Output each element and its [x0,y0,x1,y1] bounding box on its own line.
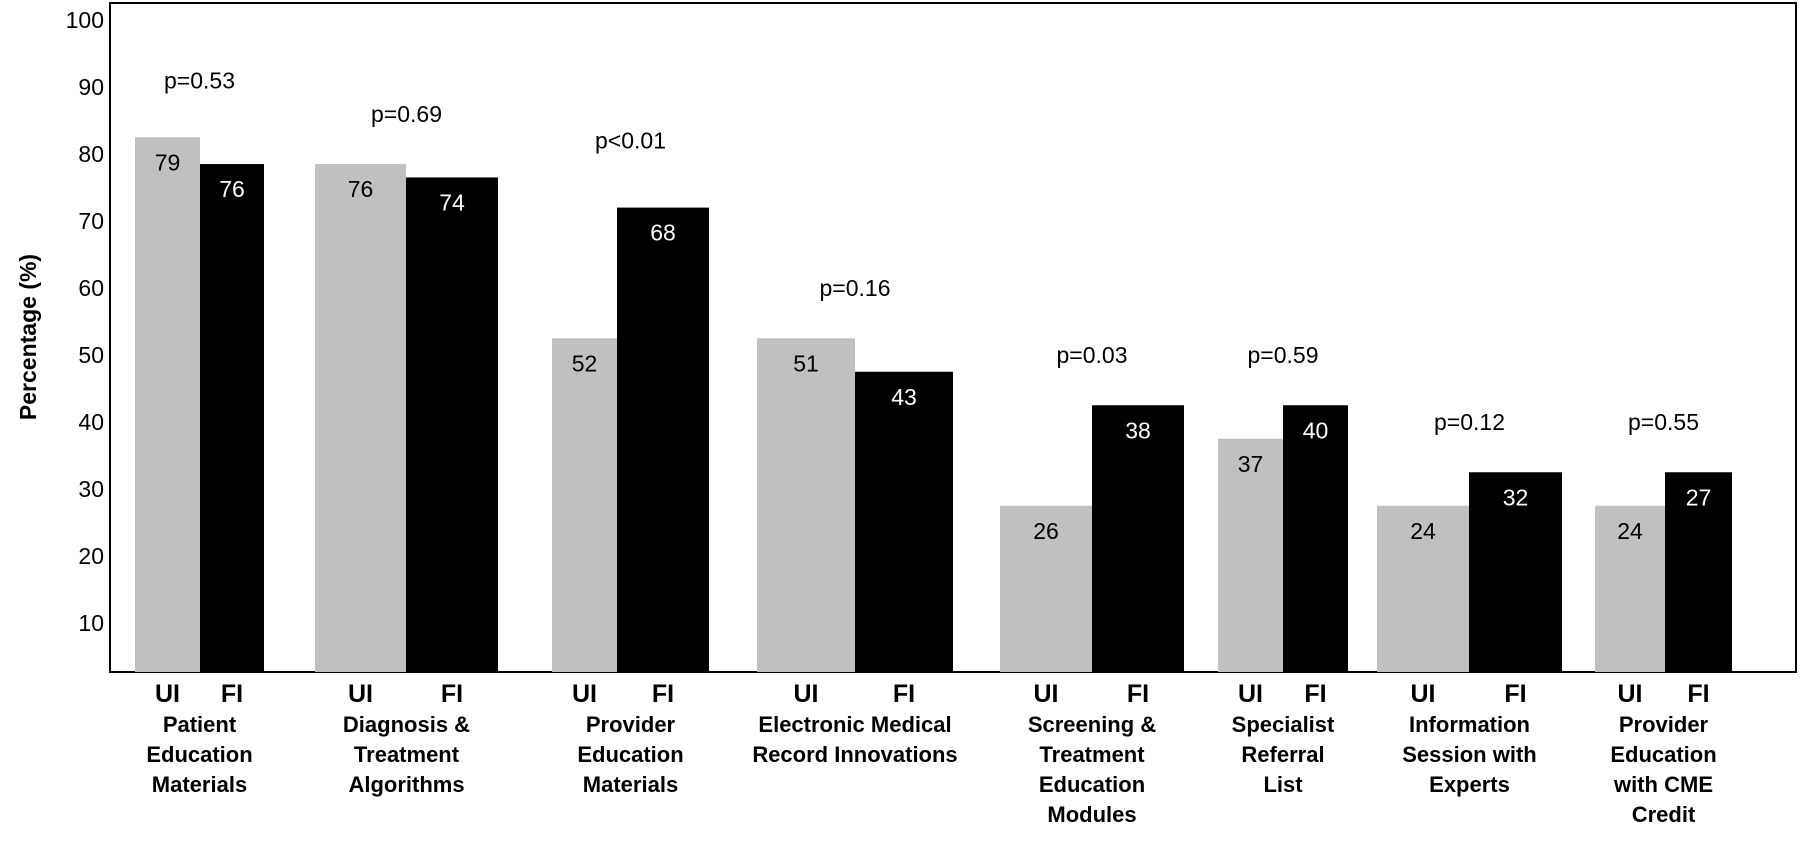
bar-ui [315,164,406,673]
y-tick-label: 60 [78,275,104,301]
bar-fi [1665,472,1732,672]
p-value-label: p<0.01 [595,128,666,154]
group-label-ui: UI [1618,680,1643,708]
bar-fi [1092,405,1184,672]
bar-fi [200,164,264,673]
group-label-ui: UI [1411,680,1436,708]
category-label: List [1263,772,1303,797]
bar-value-label: 27 [1686,484,1712,510]
category-label: Treatment [354,742,460,767]
category-label: Record Innovations [752,742,957,767]
category-label: Credit [1632,802,1696,827]
y-tick-label: 70 [78,208,104,234]
category-label: Education [577,742,683,767]
bar-ui [552,338,617,672]
category-label: Education [146,742,252,767]
group-label-ui: UI [572,680,597,708]
group-label-fi: FI [652,680,674,708]
bar-ui [1377,505,1469,672]
group-label-fi: FI [1504,680,1526,708]
bar-value-label: 76 [219,176,245,202]
bars [135,137,1732,673]
category-label: Information [1409,712,1530,737]
category-label: Materials [152,772,247,797]
bar-ui [1595,505,1665,672]
group-label-ui: UI [348,680,373,708]
p-value-label: p=0.12 [1434,409,1505,435]
category-label: Treatment [1039,742,1145,767]
bar-value-label: 51 [793,350,819,376]
category-label: with CME [1613,772,1713,797]
p-value-label: p=0.55 [1628,409,1699,435]
y-axis-ticks: 10 20 30 40 50 60 70 80 90 100 [66,7,104,636]
p-value-label: p=0.16 [820,275,891,301]
p-value-label: p=0.53 [164,67,235,93]
bar-value-label: 24 [1410,518,1436,544]
group-label-fi: FI [221,680,243,708]
bar-value-label: 68 [650,220,676,246]
category-label: Provider [1619,712,1709,737]
category-label: Education [1039,772,1145,797]
bar-ui [135,137,200,672]
category-label: Session with [1402,742,1536,767]
category-label: Education [1610,742,1716,767]
bar-value-label: 40 [1303,417,1329,443]
bar-value-label: 26 [1033,518,1059,544]
bar-value-label: 37 [1238,451,1264,477]
y-tick-label: 80 [78,141,104,167]
y-tick-label: 100 [66,7,104,33]
category-label: Electronic Medical [758,712,951,737]
category-label: Materials [583,772,678,797]
y-tick-label: 40 [78,409,104,435]
bar-value-label: 32 [1503,484,1529,510]
bar-value-label: 24 [1617,518,1643,544]
group-label-ui: UI [1238,680,1263,708]
p-value-label: p=0.59 [1248,342,1319,368]
bar-ui [1218,438,1283,672]
category-label: Specialist [1232,712,1335,737]
category-label: Patient [163,712,237,737]
group-label-fi: FI [1687,680,1709,708]
bar-value-label: 74 [439,189,465,215]
bar-value-label: 52 [572,350,598,376]
category-label: Diagnosis & [343,712,470,737]
bar-value-label: 76 [348,176,374,202]
category-label: Experts [1429,772,1510,797]
p-value-label: p=0.69 [371,101,442,127]
group-label-ui: UI [1034,680,1059,708]
bar-ui [1000,505,1092,672]
category-label: Modules [1047,802,1136,827]
category-label: Algorithms [348,772,464,797]
y-tick-label: 10 [78,610,104,636]
bar-fi [1469,472,1562,672]
group-label-fi: FI [893,680,915,708]
y-axis-label: Percentage (%) [15,254,41,420]
category-label: Screening & [1028,712,1156,737]
labels: 79 76 52 51 26 37 24 24 76 74 68 43 38 40 32 27 p=0.53 UI… [146,67,1716,827]
y-tick-label: 30 [78,476,104,502]
group-label-ui: UI [155,680,180,708]
bar-value-label: 43 [891,384,917,410]
p-value-label: p=0.03 [1057,342,1128,368]
bar-ui [757,338,855,672]
group-label-fi: FI [1127,680,1149,708]
bar-fi [1283,405,1348,672]
y-tick-label: 90 [78,74,104,100]
bar-fi [617,207,709,672]
category-label: Provider [586,712,676,737]
y-tick-label: 50 [78,342,104,368]
y-tick-label: 20 [78,543,104,569]
bar-value-label: 38 [1125,417,1151,443]
bar-value-label: 79 [155,149,181,175]
bar-fi [406,177,498,672]
group-label-ui: UI [794,680,819,708]
category-label: Referral [1241,742,1324,767]
group-label-fi: FI [441,680,463,708]
group-label-fi: FI [1304,680,1326,708]
bar-fi [855,371,953,672]
